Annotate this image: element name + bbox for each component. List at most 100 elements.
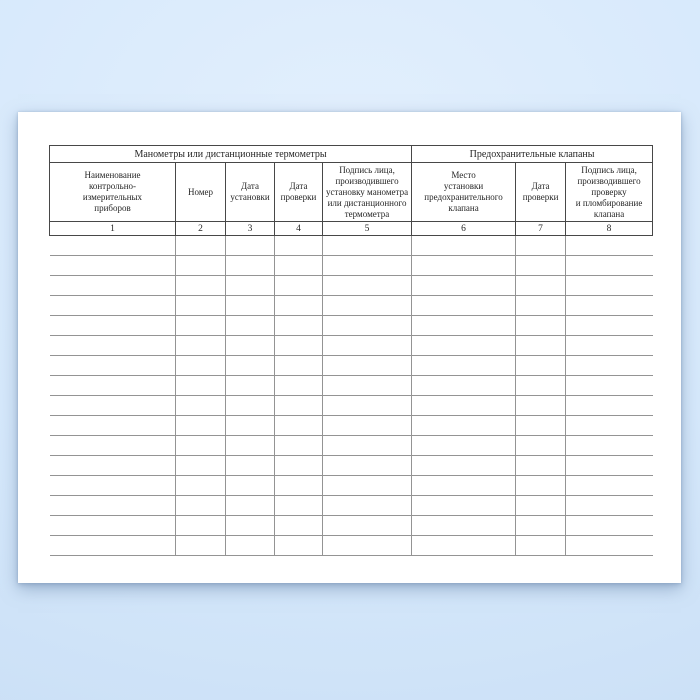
empty-cell: [322, 475, 413, 496]
column-number: 7: [515, 221, 567, 236]
table-row: [49, 335, 653, 356]
empty-cell: [175, 395, 226, 416]
empty-cell: [175, 415, 226, 436]
table-row: [49, 415, 653, 436]
empty-cell: [565, 495, 653, 516]
empty-cell: [322, 515, 413, 536]
empty-cell: [49, 255, 176, 276]
empty-cell: [175, 535, 226, 556]
table-body: [49, 235, 653, 556]
empty-cell: [411, 295, 517, 316]
table-row: [49, 395, 653, 416]
column-number: 6: [411, 221, 517, 236]
empty-cell: [225, 335, 275, 356]
empty-cell: [515, 295, 567, 316]
empty-cell: [175, 375, 226, 396]
empty-cell: [411, 455, 517, 476]
table-row: [49, 515, 653, 536]
empty-cell: [565, 235, 653, 256]
empty-cell: [274, 395, 323, 416]
empty-cell: [322, 295, 413, 316]
empty-cell: [274, 415, 323, 436]
empty-cell: [274, 275, 323, 296]
table-row: [49, 255, 653, 276]
empty-cell: [175, 255, 226, 276]
empty-cell: [515, 435, 567, 456]
empty-cell: [565, 515, 653, 536]
empty-cell: [411, 255, 517, 276]
empty-cell: [565, 375, 653, 396]
empty-cell: [411, 495, 517, 516]
table-row: [49, 315, 653, 336]
empty-cell: [225, 415, 275, 436]
empty-cell: [274, 315, 323, 336]
empty-cell: [322, 495, 413, 516]
empty-cell: [49, 435, 176, 456]
empty-cell: [175, 455, 226, 476]
empty-cell: [49, 335, 176, 356]
empty-cell: [274, 355, 323, 376]
empty-cell: [225, 475, 275, 496]
empty-cell: [322, 255, 413, 276]
empty-cell: [175, 315, 226, 336]
empty-cell: [411, 515, 517, 536]
column-number: 8: [565, 221, 654, 236]
empty-cell: [322, 435, 413, 456]
empty-cell: [225, 315, 275, 336]
empty-cell: [225, 295, 275, 316]
column-header-check-date: Дата проверки: [274, 162, 323, 222]
empty-cell: [565, 395, 653, 416]
empty-cell: [274, 435, 323, 456]
empty-cell: [411, 275, 517, 296]
table-row: [49, 495, 653, 516]
empty-cell: [565, 255, 653, 276]
empty-cell: [49, 495, 176, 516]
empty-cell: [175, 495, 226, 516]
empty-cell: [225, 435, 275, 456]
empty-cell: [322, 455, 413, 476]
empty-cell: [322, 395, 413, 416]
empty-cell: [322, 375, 413, 396]
empty-cell: [175, 435, 226, 456]
column-number: 2: [175, 221, 226, 236]
empty-cell: [565, 415, 653, 436]
empty-cell: [274, 495, 323, 516]
empty-cell: [411, 415, 517, 436]
table-row: [49, 355, 653, 376]
empty-cell: [411, 435, 517, 456]
empty-cell: [515, 415, 567, 436]
empty-cell: [49, 235, 176, 256]
empty-cell: [411, 395, 517, 416]
empty-cell: [274, 455, 323, 476]
instruments-log-table: Манометры или дистанционные термометры П…: [48, 145, 654, 556]
empty-cell: [225, 455, 275, 476]
empty-cell: [175, 335, 226, 356]
empty-cell: [49, 375, 176, 396]
column-header-row: Наименование контрольно- измерительных п…: [49, 162, 654, 222]
empty-cell: [565, 295, 653, 316]
empty-cell: [175, 275, 226, 296]
table-row: [49, 295, 653, 316]
empty-cell: [225, 375, 275, 396]
empty-cell: [411, 375, 517, 396]
empty-cell: [49, 395, 176, 416]
empty-cell: [515, 255, 567, 276]
table-row: [49, 235, 653, 256]
group-header-row: Манометры или дистанционные термометры П…: [48, 145, 654, 163]
column-header-valve-check-date: Дата проверки: [515, 162, 567, 222]
empty-cell: [225, 515, 275, 536]
empty-cell: [175, 295, 226, 316]
empty-cell: [322, 235, 413, 256]
empty-cell: [565, 275, 653, 296]
document-sheet: Манометры или дистанционные термометры П…: [18, 112, 681, 583]
empty-cell: [49, 415, 176, 436]
empty-cell: [274, 235, 323, 256]
table-row: [49, 375, 653, 396]
empty-cell: [49, 535, 176, 556]
empty-cell: [274, 475, 323, 496]
table-row: [49, 275, 653, 296]
group-header-safety-valves: Предохранительные клапаны: [411, 145, 654, 163]
column-header-inspector-signature: Подпись лица, производившего проверку и …: [565, 162, 654, 222]
table-row: [49, 535, 653, 556]
